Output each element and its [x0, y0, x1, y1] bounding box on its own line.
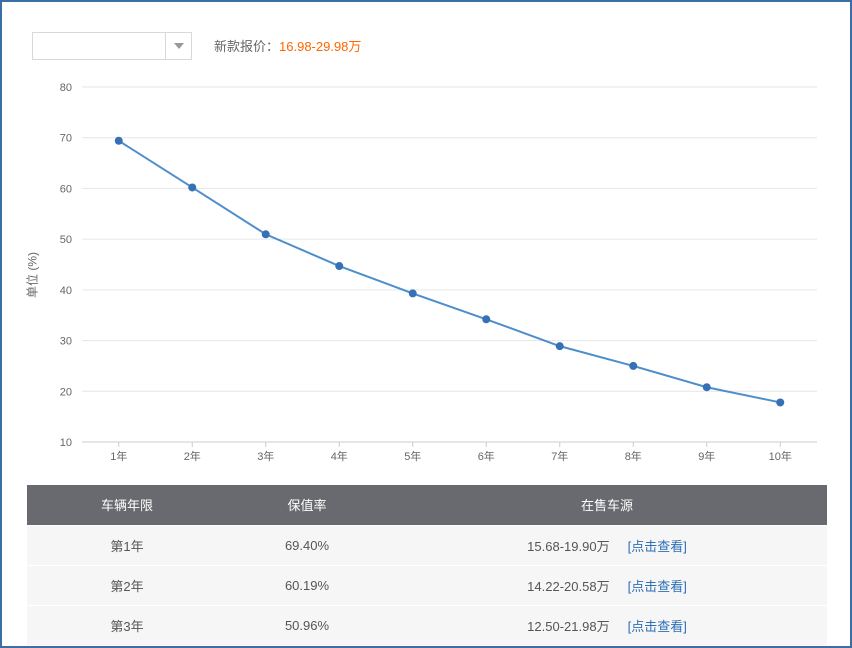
svg-text:80: 80	[60, 82, 72, 94]
year-cell: 第2年	[27, 565, 227, 605]
svg-text:2年: 2年	[184, 449, 201, 463]
svg-text:3年: 3年	[257, 449, 274, 463]
svg-text:10年: 10年	[769, 449, 792, 463]
view-link[interactable]: [点击查看]	[628, 616, 687, 635]
rate-cell: 50.96%	[227, 605, 387, 645]
view-link[interactable]: [点击查看]	[628, 576, 687, 595]
view-link[interactable]: [点击查看]	[628, 536, 687, 555]
svg-text:1年: 1年	[110, 449, 127, 463]
svg-text:60: 60	[60, 183, 72, 195]
table-header-row: 车辆年限保值率在售车源	[27, 485, 827, 525]
chart-svg: 10 20 30 40 50 60 70 80 1年 2年 3年 4年 5年 6年 7年 8年 9年 10年	[27, 77, 827, 472]
chevron-down-icon	[174, 43, 184, 49]
svg-text:7年: 7年	[551, 449, 568, 463]
svg-text:40: 40	[60, 285, 72, 297]
year-cell: 第1年	[27, 525, 227, 565]
price-range: 15.68-19.90万	[527, 536, 609, 555]
svg-text:8年: 8年	[625, 449, 642, 463]
y-axis-label: 单位 (%)	[24, 252, 41, 298]
table-header-cell: 保值率	[227, 485, 387, 525]
model-dropdown[interactable]	[32, 32, 192, 60]
year-cell: 第3年	[27, 605, 227, 645]
table-header-cell: 车辆年限	[27, 485, 227, 525]
svg-text:5年: 5年	[404, 449, 421, 463]
svg-text:20: 20	[60, 386, 72, 398]
table-header-cell: 在售车源	[387, 485, 827, 525]
price-label: 新款报价：	[214, 39, 279, 54]
price-value: 16.98-29.98万	[279, 39, 361, 54]
source-cell: 15.68-19.90万 [点击查看]	[387, 525, 827, 565]
price-info: 新款报价：16.98-29.98万	[214, 36, 361, 56]
price-range: 12.50-21.98万	[527, 616, 609, 635]
source-cell: 14.22-20.58万 [点击查看]	[387, 565, 827, 605]
app-frame: 新款报价：16.98-29.98万 单位 (%) 10 20 30 40 50 60 70 8…	[0, 0, 852, 648]
svg-text:6年: 6年	[478, 449, 495, 463]
dropdown-toggle[interactable]	[165, 33, 191, 59]
svg-text:30: 30	[60, 336, 72, 348]
data-table: 车辆年限保值率在售车源 第1年69.40%15.68-19.90万[点击查看]第…	[27, 485, 827, 645]
source-cell: 12.50-21.98万 [点击查看]	[387, 605, 827, 645]
rate-cell: 60.19%	[227, 565, 387, 605]
svg-text:9年: 9年	[698, 449, 715, 463]
top-bar: 新款报价：16.98-29.98万	[32, 32, 361, 60]
retention-table: 车辆年限保值率在售车源 第1年69.40%15.68-19.90万[点击查看]第…	[27, 485, 827, 645]
price-range: 14.22-20.58万	[527, 576, 609, 595]
retention-chart: 单位 (%) 10 20 30 40 50 60 70 80 1年 2年 3年 4年 5年 6年 7年 8年 9…	[27, 77, 827, 472]
table-row: 第3年50.96% 12.50-21.98万 [点击查看]	[27, 605, 827, 645]
svg-text:70: 70	[60, 133, 72, 145]
svg-text:4年: 4年	[331, 449, 348, 463]
svg-text:10: 10	[60, 437, 72, 449]
table-body: 第1年69.40%15.68-19.90万[点击查看]第2年60.19%14.2…	[27, 525, 827, 645]
svg-text:50: 50	[60, 234, 72, 246]
table-row: 第1年69.40% 15.68-19.90万 [点击查看]	[27, 525, 827, 565]
table-row: 第2年60.19% 14.22-20.58万 [点击查看]	[27, 565, 827, 605]
rate-cell: 69.40%	[227, 525, 387, 565]
